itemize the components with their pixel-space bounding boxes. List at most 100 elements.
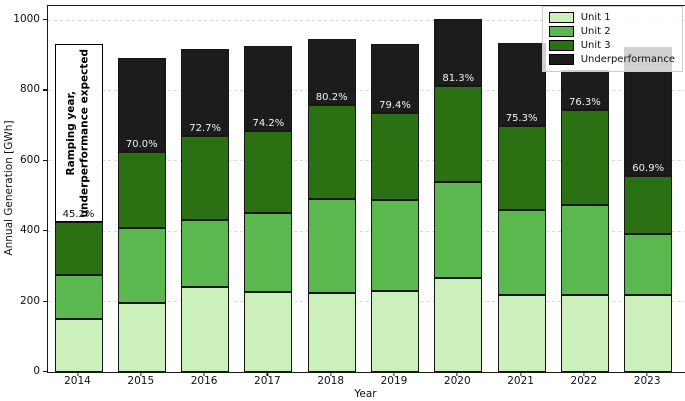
legend: Unit 1 Unit 2 Unit 3 Underperformance — [541, 6, 683, 72]
x-axis-label: Year — [354, 388, 377, 400]
x-tick-mark — [203, 372, 205, 376]
bar-percentage-label: 79.4% — [379, 100, 411, 111]
bar-2016-unit-1 — [181, 287, 230, 372]
bar-2023-unit-3 — [624, 175, 673, 235]
x-tick-mark — [266, 372, 268, 376]
x-tick-mark — [646, 372, 648, 376]
bar-2018-unit-2 — [307, 199, 356, 294]
bar-percentage-label: 81.3% — [442, 72, 475, 84]
bar-percentage-label: 60.9% — [632, 162, 665, 174]
gridline — [48, 160, 685, 162]
bar-2021-unit-3 — [497, 126, 546, 211]
bar-2019-unit-1 — [371, 291, 419, 372]
bar-2020-unit-2 — [434, 181, 483, 279]
y-tick-mark — [43, 89, 47, 91]
gridline — [48, 301, 685, 303]
x-tick-label: 2022 — [570, 375, 598, 387]
bar-2017-unit-3 — [244, 130, 293, 214]
legend-item-unit1: Unit 1 — [548, 11, 675, 24]
unit3-swatch-icon — [548, 40, 574, 51]
bar-2018-unit-3 — [307, 104, 356, 200]
y-tick-mark — [43, 230, 47, 232]
y-tick-label: 0 — [33, 365, 40, 377]
bar-2023-unit-2 — [624, 234, 673, 295]
gridline — [48, 89, 685, 91]
bar-2023-unit-1 — [624, 294, 673, 372]
bar-percentage-label: 76.3% — [569, 97, 601, 109]
bar-2022-unit-3 — [560, 110, 609, 206]
x-tick-label: 2015 — [127, 375, 155, 387]
y-tick-label: 400 — [19, 224, 40, 237]
bar-2015-unit-3 — [117, 152, 166, 229]
y-tick-mark — [43, 159, 47, 162]
bar-2021-unit-1 — [497, 294, 546, 372]
bar-percentage-label: 75.3% — [505, 113, 538, 125]
ramping-year-annotation: Ramping year, underperformance expected — [64, 48, 91, 218]
unit2-swatch-icon — [548, 26, 574, 37]
y-tick-mark — [43, 19, 47, 21]
y-tick-label: 800 — [19, 83, 40, 96]
bar-percentage-label: 80.2% — [315, 91, 348, 103]
legend-label: Unit 1 — [580, 12, 611, 23]
x-tick-label: 2018 — [317, 375, 345, 387]
x-tick-mark — [76, 372, 79, 376]
gridline — [48, 19, 685, 21]
bar-2020-unit-3 — [434, 85, 483, 182]
bar-2015-unit-1 — [117, 302, 166, 372]
y-tick-label: 200 — [19, 294, 40, 307]
bar-2019-unit-3 — [371, 113, 419, 200]
bar-percentage-label: 70.0% — [125, 139, 158, 151]
bar-2019-unit-2 — [371, 199, 419, 292]
underperformance-swatch-icon — [548, 54, 574, 65]
bar-2021-unit-2 — [497, 210, 546, 295]
bar-2014-unit-1 — [54, 319, 103, 372]
legend-label: Underperformance — [580, 54, 675, 65]
bar-2016-unit-2 — [181, 219, 230, 288]
x-tick-mark — [330, 372, 332, 376]
x-tick-mark — [583, 372, 585, 376]
x-tick-mark — [520, 372, 522, 376]
x-tick-label: 2021 — [507, 375, 534, 387]
bar-2018-unit-1 — [307, 293, 356, 372]
x-tick-mark — [140, 372, 142, 376]
bar-2016-unit-3 — [181, 136, 230, 220]
bar-2022-unit-2 — [560, 205, 609, 295]
unit1-swatch-icon — [548, 12, 574, 23]
x-tick-label: 2017 — [254, 375, 281, 387]
bar-2021-underperformance — [497, 42, 546, 127]
y-tick-mark — [43, 371, 47, 373]
bar-2017-unit-1 — [244, 292, 293, 372]
y-axis-label: Annual Generation [GWh] — [3, 120, 15, 256]
bar-percentage-label: 45.2% — [62, 209, 95, 221]
legend-item-unit3: Unit 3 — [548, 39, 675, 52]
x-tick-label: 2019 — [380, 375, 408, 387]
bar-2015-underperformance — [117, 58, 166, 153]
x-tick-mark — [456, 372, 458, 376]
legend-item-underperformance: Underperformance — [548, 53, 675, 66]
x-tick-label: 2020 — [443, 375, 471, 387]
y-tick-label: 1000 — [13, 13, 40, 26]
legend-label: Unit 3 — [580, 40, 611, 51]
bar-2017-unit-2 — [244, 213, 293, 293]
bar-2014-unit-2 — [54, 274, 103, 320]
legend-label: Unit 2 — [580, 26, 611, 37]
bar-2016-underperformance — [181, 48, 230, 137]
bar-2020-unit-1 — [434, 278, 483, 372]
bar-2017-underperformance — [244, 46, 293, 131]
bar-2014-unit-3 — [54, 222, 103, 275]
bar-2022-unit-1 — [560, 294, 609, 372]
legend-item-unit2: Unit 2 — [548, 25, 675, 38]
gridline — [48, 230, 685, 232]
y-tick-mark — [43, 300, 47, 302]
bar-2015-unit-2 — [117, 228, 166, 303]
x-tick-label: 2023 — [633, 375, 661, 387]
x-tick-label: 2014 — [64, 375, 91, 387]
x-tick-mark — [393, 372, 395, 376]
bar-percentage-label: 74.2% — [252, 117, 285, 129]
bar-2020-underperformance — [434, 19, 483, 86]
bar-2018-underperformance — [307, 39, 356, 105]
bar-percentage-label: 72.7% — [189, 123, 221, 135]
bar-2014-underperformance: Ramping year, underperformance expected — [54, 44, 103, 223]
bar-2019-underperformance — [371, 44, 419, 113]
